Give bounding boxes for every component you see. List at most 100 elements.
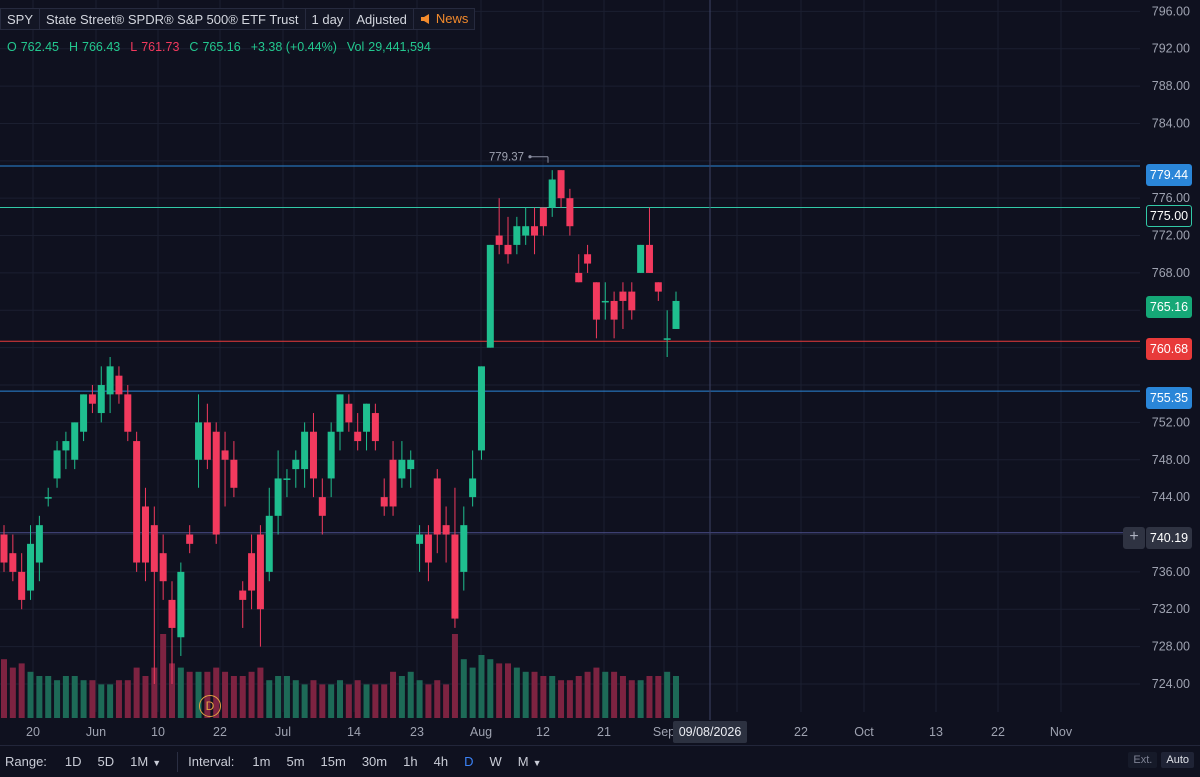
candle-body [141, 506, 149, 563]
dividend-marker[interactable]: D [199, 695, 221, 717]
y-axis-tick-label: 788.00 [1152, 79, 1190, 93]
interval-1m[interactable]: 1m [252, 754, 271, 769]
volume-bar [186, 671, 193, 718]
candle-body [566, 198, 574, 227]
open-value: O 762.45 [7, 40, 59, 54]
volume-bar [160, 634, 167, 718]
symbol-ticker[interactable]: SPY [0, 8, 41, 30]
range-1d[interactable]: 1D [64, 754, 82, 769]
y-axis-tick-label: 724.00 [1152, 677, 1190, 691]
candlestick-chart[interactable]: 796.00 792.00 788.00 784.00 776.00 772.00 768.… [0, 0, 1200, 745]
x-axis-tick-label: 22 [794, 725, 808, 739]
y-axis-tick-label: 768.00 [1152, 266, 1190, 280]
volume-bar [9, 667, 16, 718]
interval-15m[interactable]: 15m [320, 754, 346, 769]
x-axis-tick-label: 20 [26, 725, 40, 739]
volume-bar [177, 667, 184, 718]
candle-body [522, 226, 530, 236]
interval-30m[interactable]: 30m [361, 754, 388, 769]
candle-body [637, 244, 645, 273]
volume-bar [602, 671, 609, 718]
range-1m[interactable]: 1M ▼ [130, 754, 162, 769]
candle-body [265, 515, 273, 572]
volume-bar [469, 667, 476, 718]
x-axis-tick-label: Aug [470, 725, 492, 739]
interval-4h[interactable]: 4h [433, 754, 449, 769]
interval-m[interactable]: M ▼ [517, 754, 542, 769]
auto-scale-toggle[interactable]: Auto [1161, 752, 1194, 768]
candle-body [354, 431, 362, 442]
candle-body [672, 300, 680, 329]
volume-bar [416, 680, 423, 718]
interval-1h[interactable]: 1h [403, 754, 418, 769]
volume-bar [1, 659, 7, 718]
volume-bar [142, 676, 149, 718]
volume-bar [36, 676, 43, 718]
candle-body [513, 226, 521, 245]
volume-bar [398, 676, 405, 718]
volume-bar [275, 676, 282, 718]
candle-body [203, 422, 211, 460]
volume-bar [133, 667, 140, 718]
candle-body [548, 179, 556, 208]
candle-body [18, 571, 26, 600]
x-axis-tick-label: 23 [410, 725, 424, 739]
x-axis-tick-label: Sep [653, 725, 675, 739]
y-axis-tick-label: 772.00 [1152, 229, 1190, 243]
y-axis-tick-label: 732.00 [1152, 602, 1190, 616]
range-5d[interactable]: 5D [97, 754, 115, 769]
volume-bar [98, 684, 105, 718]
symbol-name[interactable]: State Street® SPDR® S&P 500® ETF Trust [40, 8, 306, 30]
candle-body [0, 534, 8, 563]
volume-bar [204, 671, 211, 718]
volume-bar [478, 655, 485, 718]
interval-5m[interactable]: 5m [286, 754, 305, 769]
volume-bar [513, 667, 520, 718]
add-alert-plus-icon[interactable]: + [1123, 527, 1145, 549]
y-axis-tick-label: 792.00 [1152, 42, 1190, 56]
candle-body [628, 291, 636, 311]
candle-body [486, 244, 494, 348]
candle-body [27, 543, 35, 591]
y-axis-tick-label: 784.00 [1152, 116, 1190, 130]
news-button[interactable]: News [413, 8, 476, 30]
volume-bar [381, 684, 388, 718]
interval-d[interactable]: D [464, 754, 474, 769]
volume-bar [328, 684, 335, 718]
volume-bar [115, 680, 122, 718]
candle-body [115, 375, 123, 395]
high-value: H 766.43 [68, 40, 121, 54]
candle-body [274, 478, 282, 516]
volume-bar [89, 680, 96, 718]
low-value: L 761.73 [130, 40, 180, 54]
volume-bar [558, 680, 565, 718]
volume-bar [222, 671, 229, 718]
y-axis-tick-label: 728.00 [1152, 640, 1190, 654]
volume-bar [337, 680, 343, 718]
x-axis-tick-label: 13 [929, 725, 943, 739]
x-axis-tick-label: 10 [151, 725, 165, 739]
candle-body [327, 431, 335, 479]
candle-body [239, 590, 247, 600]
x-axis-tick-label: 22 [213, 725, 227, 739]
volume-bar [646, 676, 653, 718]
volume-bar [664, 671, 671, 718]
candle-body [248, 553, 256, 591]
extended-hours-toggle[interactable]: Ext. [1128, 752, 1158, 768]
y-axis-tick-label: 776.00 [1152, 191, 1190, 205]
candle-body [106, 366, 114, 395]
interval-w[interactable]: W [489, 754, 502, 769]
interval-label[interactable]: 1 day [305, 8, 351, 30]
candle-body [230, 459, 238, 488]
y-axis-tick-label: 752.00 [1152, 415, 1190, 429]
change-value: +3.38 (+0.44%) [250, 40, 337, 54]
candle-body [256, 534, 264, 610]
volume-bar [354, 680, 361, 718]
y-axis-tick-label: 748.00 [1152, 453, 1190, 467]
candle-body [451, 534, 459, 619]
adjusted-toggle[interactable]: Adjusted [350, 8, 414, 30]
candle-body [460, 525, 468, 572]
y-axis-tick-label: 736.00 [1152, 565, 1190, 579]
price-chart[interactable]: 796.00 792.00 788.00 784.00 776.00 772.00 768.… [0, 0, 1200, 745]
volume-bar [487, 659, 494, 718]
